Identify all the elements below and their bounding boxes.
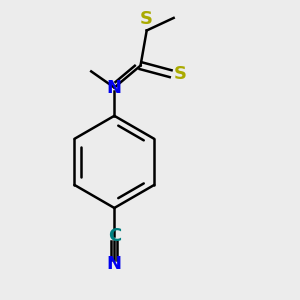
Text: S: S	[140, 10, 153, 28]
Text: N: N	[107, 255, 122, 273]
Text: N: N	[107, 79, 122, 97]
Text: S: S	[174, 65, 187, 83]
Text: C: C	[108, 227, 121, 245]
